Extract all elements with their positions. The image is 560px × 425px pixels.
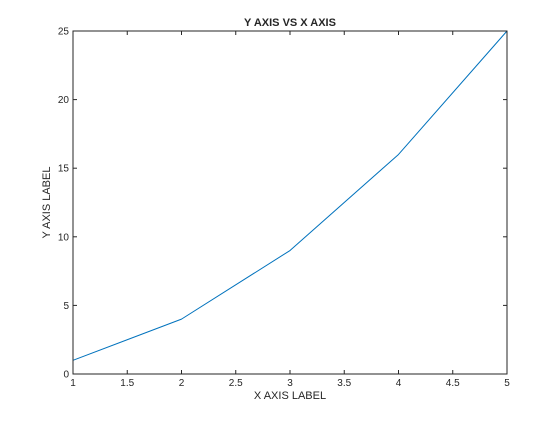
x-tick-label: 2.5 bbox=[229, 378, 243, 389]
series-line bbox=[72, 30, 508, 361]
x-tick-labels: 1 1.5 2 2.5 3 3.5 4 4.5 5 bbox=[70, 378, 510, 389]
y-tick-label: 5 bbox=[63, 301, 69, 312]
y-tick-label: 25 bbox=[58, 27, 70, 38]
plot-area-background bbox=[73, 31, 507, 374]
y-tick-label: 15 bbox=[58, 164, 70, 175]
x-tick-label: 3 bbox=[287, 378, 293, 389]
x-tick-label: 5 bbox=[504, 378, 510, 389]
x-tick-label: 4 bbox=[396, 378, 402, 389]
x-axis-label: X AXIS LABEL bbox=[254, 390, 326, 402]
y-tick-label: 0 bbox=[63, 370, 69, 381]
x-tick-label: 2 bbox=[179, 378, 185, 389]
y-axis-label: Y AXIS LABEL bbox=[41, 167, 53, 239]
x-tick-label: 1.5 bbox=[120, 378, 134, 389]
x-tick-label: 3.5 bbox=[337, 378, 351, 389]
y-tick-labels: 0 5 10 15 20 25 bbox=[58, 27, 70, 381]
plot-area-border bbox=[72, 30, 508, 375]
y-tick-label: 20 bbox=[58, 95, 70, 106]
x-tick-label: 4.5 bbox=[446, 378, 460, 389]
series-layer bbox=[72, 30, 508, 361]
x-tick-label: 1 bbox=[70, 378, 76, 389]
chart-title: Y AXIS VS X AXIS bbox=[244, 17, 336, 29]
y-tick-label: 10 bbox=[58, 232, 70, 243]
